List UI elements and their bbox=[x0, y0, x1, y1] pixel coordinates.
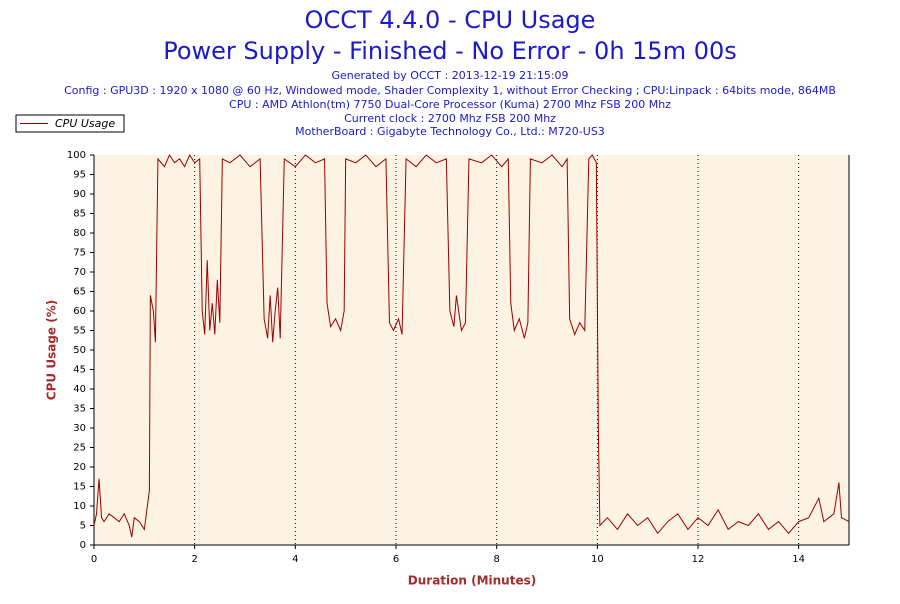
x-tick-label: 0 bbox=[91, 554, 97, 565]
info-line: Config : GPU3D : 1920 x 1080 @ 60 Hz, Wi… bbox=[64, 84, 836, 97]
x-tick-label: 6 bbox=[393, 554, 399, 565]
y-tick-label: 5 bbox=[80, 521, 86, 532]
x-tick-label: 14 bbox=[792, 554, 805, 565]
y-tick-label: 40 bbox=[73, 384, 86, 395]
y-tick-label: 70 bbox=[73, 267, 86, 278]
y-tick-label: 60 bbox=[73, 306, 86, 317]
y-tick-label: 25 bbox=[73, 443, 86, 454]
chart-title: OCCT 4.4.0 - CPU Usage bbox=[305, 6, 596, 34]
x-tick-label: 8 bbox=[493, 554, 499, 565]
x-tick-label: 2 bbox=[191, 554, 197, 565]
y-tick-label: 45 bbox=[73, 365, 86, 376]
y-tick-label: 35 bbox=[73, 404, 86, 415]
plot-area bbox=[94, 155, 849, 545]
x-tick-label: 4 bbox=[292, 554, 298, 565]
info-line: MotherBoard : Gigabyte Technology Co., L… bbox=[295, 125, 605, 138]
y-tick-label: 50 bbox=[73, 345, 86, 356]
y-tick-label: 10 bbox=[73, 501, 86, 512]
info-line: Current clock : 2700 Mhz FSB 200 Mhz bbox=[344, 112, 556, 125]
legend-box bbox=[15, 114, 125, 133]
data-line bbox=[93, 153, 850, 538]
legend-label: CPU Usage bbox=[55, 117, 115, 130]
y-tick-label: 95 bbox=[73, 170, 86, 181]
y-tick-label: 85 bbox=[73, 209, 86, 220]
x-axis-label: Duration (Minutes) bbox=[408, 574, 536, 588]
y-tick-label: 90 bbox=[73, 189, 86, 200]
y-axis-label: CPU Usage (%) bbox=[45, 300, 59, 400]
info-line: CPU : AMD Athlon(tm) 7750 Dual-Core Proc… bbox=[229, 98, 671, 111]
y-tick-label: 15 bbox=[73, 482, 86, 493]
y-tick-label: 55 bbox=[73, 326, 86, 337]
y-tick-label: 80 bbox=[73, 228, 86, 239]
chart-subtitle: Power Supply - Finished - No Error - 0h … bbox=[163, 37, 737, 65]
y-tick-label: 65 bbox=[73, 287, 86, 298]
y-tick-label: 0 bbox=[80, 540, 86, 551]
x-tick-label: 12 bbox=[692, 554, 705, 565]
y-tick-label: 20 bbox=[73, 462, 86, 473]
y-tick-label: 30 bbox=[73, 423, 86, 434]
y-tick-label: 75 bbox=[73, 248, 86, 259]
info-line: Generated by OCCT : 2013-12-19 21:15:09 bbox=[331, 69, 568, 82]
x-tick-label: 10 bbox=[591, 554, 604, 565]
y-tick-label: 100 bbox=[67, 150, 86, 161]
